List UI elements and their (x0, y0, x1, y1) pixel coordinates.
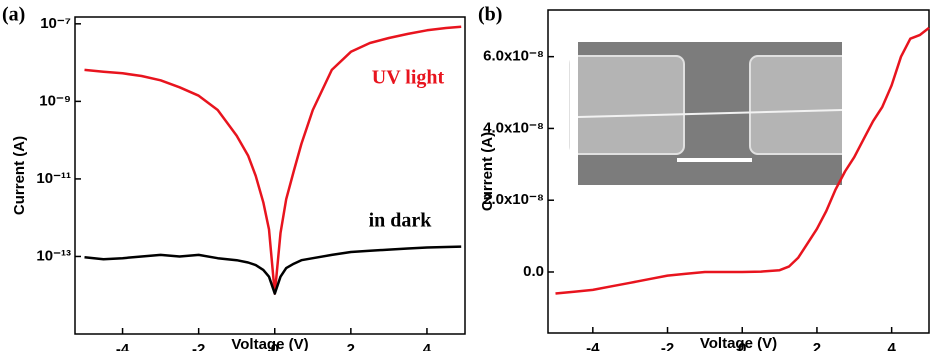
x-tick-label: 2 (813, 340, 821, 351)
x-tick-label: -4 (116, 341, 130, 351)
y-tick-label: 4.0x10⁻⁸ (483, 119, 544, 136)
left-electrode (570, 56, 684, 154)
x-tick-label: 2 (347, 341, 355, 351)
x-tick-label: 0 (738, 340, 746, 351)
y-tick-label: 10⁻¹³ (36, 247, 71, 264)
panel-label: (a) (2, 4, 25, 26)
y-tick-label: 6.0x10⁻⁸ (483, 48, 544, 65)
y-axis-title: Current (A) (11, 136, 28, 215)
inset-mask (570, 40, 578, 190)
y-tick-label: 10⁻⁷ (40, 15, 71, 32)
x-tick-label: 0 (271, 341, 279, 351)
y-tick-label: 10⁻¹¹ (36, 170, 71, 187)
panel-label: (b) (478, 4, 502, 26)
sem-inset (570, 40, 852, 190)
plot-frame (75, 17, 465, 334)
x-tick-label: -2 (192, 341, 205, 351)
x-tick-label: -2 (661, 340, 674, 351)
right-electrode (750, 56, 850, 154)
figure: (a)Voltage (V)Current (A)-4-202410⁻¹³10⁻… (0, 0, 931, 351)
series-label: UV light (372, 67, 445, 89)
y-tick-label: 10⁻⁹ (39, 92, 71, 109)
x-tick-label: -4 (586, 340, 600, 351)
series-label: in dark (369, 210, 433, 232)
y-tick-label: 2.0x10⁻⁸ (483, 191, 544, 208)
x-tick-label: 4 (423, 341, 432, 351)
x-tick-label: 4 (887, 340, 896, 351)
y-tick-label: 0.0 (523, 263, 544, 280)
